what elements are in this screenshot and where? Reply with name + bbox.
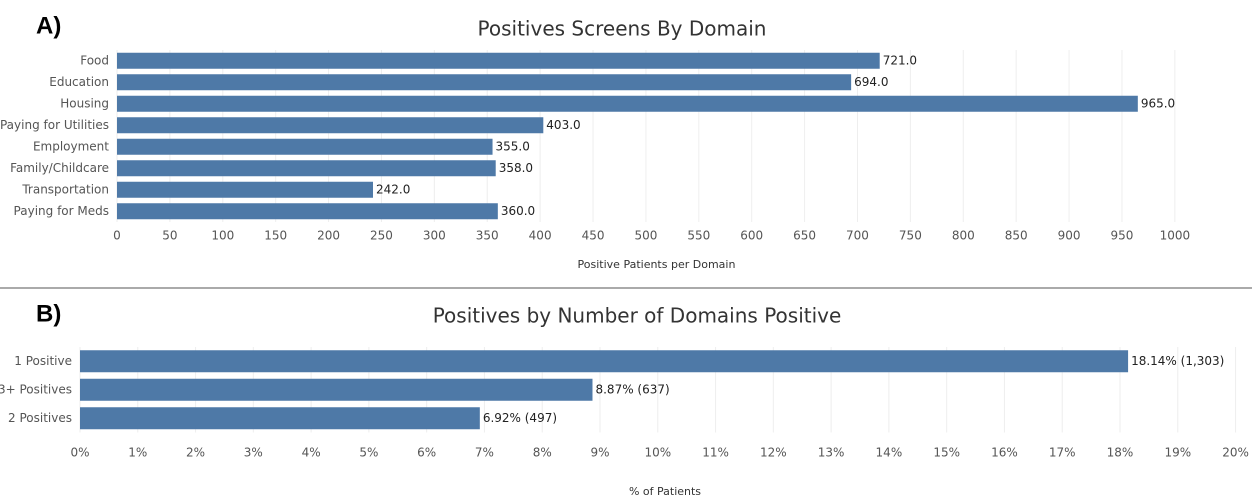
x-tick-label: 400 [529,229,552,243]
value-label: 18.14% (1,303) [1131,354,1224,368]
x-tick-label: 350 [476,229,499,243]
value-label: 358.0 [499,161,533,175]
x-tick-label: 13% [818,446,845,460]
panel-label: B) [36,300,61,327]
x-tick-label: 250 [370,229,393,243]
value-label: 355.0 [496,139,530,153]
value-label: 8.87% (637) [595,382,669,396]
chart-title: Positives Screens By Domain [478,17,767,41]
panel-label: A) [36,12,61,39]
x-tick-label: 16% [991,446,1018,460]
x-tick-label: 3% [244,446,263,460]
bar [117,52,880,69]
value-label: 965.0 [1141,96,1175,110]
value-label: 360.0 [501,204,535,218]
y-tick-label: Transportation [21,182,109,196]
x-tick-label: 0 [113,229,121,243]
y-tick-label: Education [49,75,109,89]
bar [80,378,593,401]
x-tick-label: 50 [162,229,177,243]
bar [117,117,544,134]
x-tick-label: 100 [211,229,234,243]
x-tick-label: 14% [876,446,903,460]
y-tick-label: Paying for Meds [14,204,109,218]
bar [117,203,498,220]
bar [117,74,852,91]
x-tick-label: 450 [582,229,605,243]
value-label: 6.92% (497) [483,411,557,425]
x-axis-title: % of Patients [629,485,701,498]
x-tick-label: 850 [1005,229,1028,243]
x-tick-label: 11% [702,446,729,460]
y-tick-label: Housing [60,96,109,110]
x-tick-label: 10% [644,446,671,460]
x-tick-label: 8% [533,446,552,460]
value-label: 721.0 [883,53,917,67]
x-tick-label: 750 [899,229,922,243]
x-tick-label: 18% [1107,446,1134,460]
x-tick-label: 500 [634,229,657,243]
x-tick-label: 650 [793,229,816,243]
x-tick-label: 950 [1110,229,1133,243]
x-tick-label: 900 [1058,229,1081,243]
bar [80,407,480,430]
bar [117,95,1138,112]
x-tick-label: 1% [128,446,147,460]
x-tick-label: 550 [687,229,710,243]
bar [117,138,493,155]
x-tick-label: 700 [846,229,869,243]
x-tick-label: 300 [423,229,446,243]
x-tick-label: 7% [475,446,494,460]
x-axis-title: Positive Patients per Domain [578,258,736,271]
y-tick-label: Paying for Utilities [0,118,109,132]
y-tick-label: 2 Positives [8,411,72,425]
x-tick-label: 20% [1222,446,1249,460]
x-tick-label: 800 [952,229,975,243]
x-tick-label: 12% [760,446,787,460]
y-tick-label: 3+ Positives [0,382,72,396]
x-tick-label: 19% [1164,446,1191,460]
bar [117,181,373,198]
x-tick-label: 15% [933,446,960,460]
y-tick-label: Family/Childcare [10,161,109,175]
bar [80,350,1129,373]
y-tick-label: 1 Positive [14,354,72,368]
value-label: 403.0 [546,118,580,132]
x-tick-label: 0% [70,446,89,460]
x-tick-label: 600 [740,229,763,243]
x-tick-label: 2% [186,446,205,460]
x-tick-label: 6% [417,446,436,460]
x-tick-label: 17% [1049,446,1076,460]
x-tick-label: 5% [359,446,378,460]
x-tick-label: 9% [590,446,609,460]
y-tick-label: Employment [33,139,109,153]
chart-title: Positives by Number of Domains Positive [433,304,842,328]
bar [117,160,496,177]
x-tick-label: 150 [264,229,287,243]
x-tick-label: 4% [302,446,321,460]
x-tick-label: 200 [317,229,340,243]
x-tick-label: 1000 [1160,229,1191,243]
y-tick-label: Food [80,53,109,67]
value-label: 694.0 [854,75,888,89]
value-label: 242.0 [376,182,410,196]
